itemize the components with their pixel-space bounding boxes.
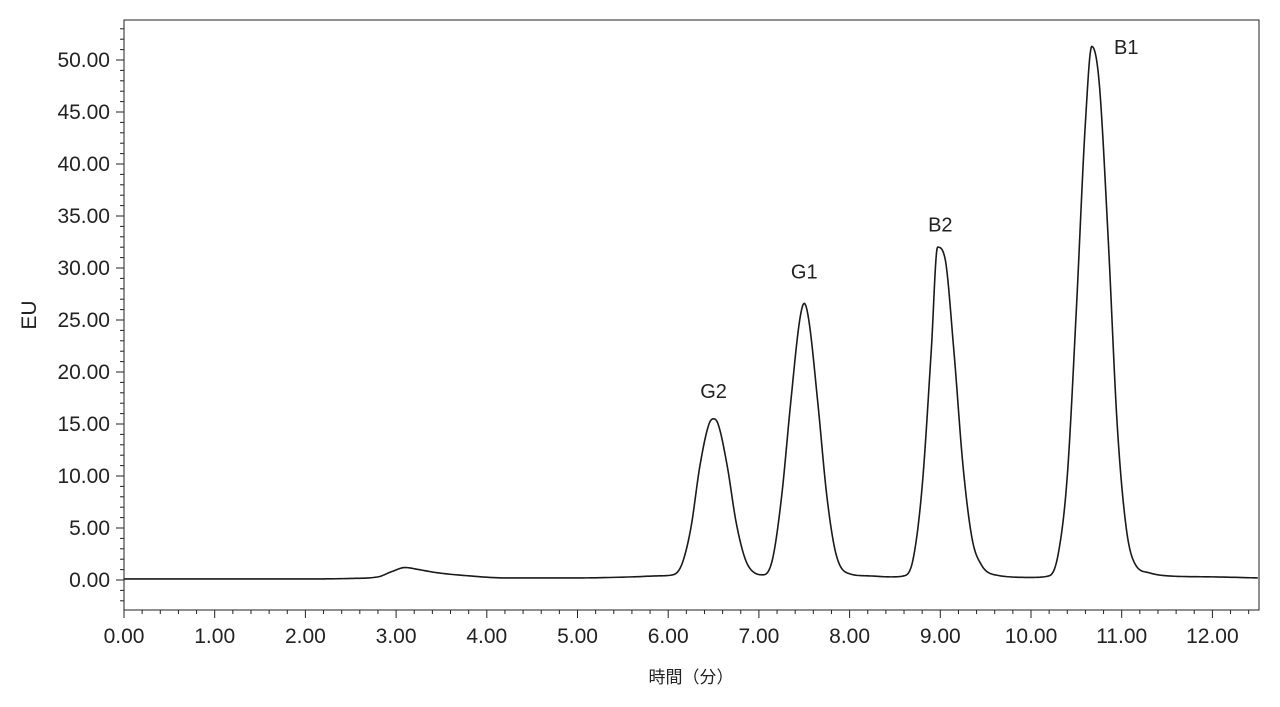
- peak-label-g2: G2: [700, 381, 727, 403]
- x-tick-label: 0.00: [104, 625, 145, 648]
- y-tick-label: 0.00: [69, 569, 110, 592]
- x-tick-label: 1.00: [194, 625, 235, 648]
- y-tick-label: 30.00: [57, 257, 110, 280]
- x-tick-label: 7.00: [738, 625, 779, 648]
- x-tick-label: 10.00: [1005, 625, 1058, 648]
- x-tick-label: 8.00: [829, 625, 870, 648]
- x-tick-label: 6.00: [648, 625, 689, 648]
- y-tick-label: 20.00: [57, 361, 110, 384]
- plot-area-frame: [123, 19, 1260, 611]
- x-axis-title: 時間（分）: [649, 668, 734, 688]
- peak-labels: G2 G1 B2 B1: [700, 37, 1138, 403]
- series-line: [124, 45, 1258, 580]
- y-tick-label: 5.00: [69, 517, 110, 540]
- y-tick-label: 15.00: [57, 413, 110, 436]
- y-minor-ticks: [120, 28, 124, 602]
- y-tick-label: 45.00: [57, 101, 110, 124]
- y-tick-label: 35.00: [57, 205, 110, 228]
- peak-label-b2: B2: [928, 215, 952, 237]
- x-tick-label: 4.00: [466, 625, 507, 648]
- x-tick-label: 5.00: [557, 625, 598, 648]
- x-tick-label: 9.00: [920, 625, 961, 648]
- y-tick-label: 25.00: [57, 309, 110, 332]
- x-axis-ticks: 0.00 1.00 2.00 3.00 4.00 5.00 6.00 7.00 8.00 9.00…: [104, 610, 1239, 648]
- y-axis-ticks: 0.00 5.00 10.00 15.00 20.00 25.00 30.00 35.00 40…: [57, 49, 124, 592]
- y-tick-label: 10.00: [57, 465, 110, 488]
- x-tick-label: 11.00: [1096, 625, 1147, 648]
- y-axis-title: EU: [18, 300, 41, 329]
- x-tick-label: 3.00: [376, 625, 417, 648]
- peak-label-g1: G1: [791, 261, 818, 283]
- peak-label-b1: B1: [1114, 37, 1138, 59]
- x-minor-ticks: [141, 610, 1250, 614]
- x-tick-label: 2.00: [285, 625, 326, 648]
- x-tick-label: 12.00: [1186, 625, 1239, 648]
- y-tick-label: 40.00: [57, 153, 110, 176]
- y-tick-label: 50.00: [57, 49, 110, 72]
